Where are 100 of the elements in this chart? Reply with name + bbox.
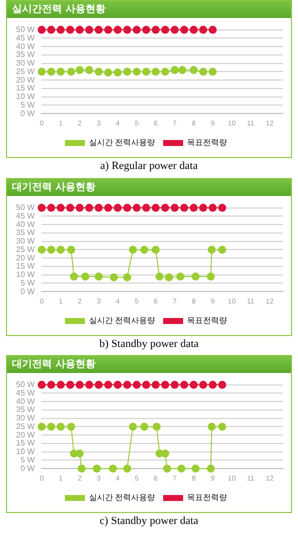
- point: [114, 380, 122, 389]
- point: [92, 464, 101, 473]
- y-tick-label: 25 W: [16, 422, 36, 431]
- point: [123, 68, 132, 76]
- point: [70, 272, 78, 281]
- point: [110, 273, 118, 282]
- point: [190, 380, 198, 389]
- point: [142, 380, 150, 389]
- point: [132, 204, 141, 212]
- y-tick-label: 50 W: [16, 203, 36, 212]
- point: [47, 422, 56, 431]
- point: [161, 204, 170, 212]
- point: [218, 204, 226, 212]
- point: [152, 422, 161, 431]
- point: [192, 464, 200, 473]
- point: [123, 380, 132, 389]
- y-tick-label: 45 W: [16, 33, 36, 42]
- y-tick-label: 20 W: [16, 75, 36, 84]
- point: [47, 380, 56, 389]
- y-tick-label: 30 W: [16, 236, 36, 246]
- point: [180, 380, 188, 389]
- legend-label: 목표전력량: [187, 493, 228, 502]
- legend-label: 실시간 전력사용량: [88, 316, 156, 326]
- point: [78, 464, 86, 473]
- point: [177, 464, 186, 473]
- y-tick-label: 25 W: [16, 244, 36, 254]
- point: [208, 204, 217, 212]
- y-tick-label: 35 W: [16, 228, 36, 238]
- text: b) Standby power data: [98, 337, 200, 352]
- chart-title: 대기전력 사용현황: [7, 179, 291, 196]
- y-tick-label: 0 W: [20, 464, 36, 473]
- point: [190, 66, 198, 74]
- y-tick-label: 0 W: [20, 286, 36, 296]
- point: [56, 26, 65, 34]
- point: [170, 66, 179, 74]
- point: [140, 422, 148, 431]
- point: [176, 272, 184, 281]
- point: [208, 422, 216, 431]
- point: [67, 68, 76, 76]
- y-tick-label: 5 W: [20, 278, 36, 288]
- point: [152, 204, 160, 212]
- point: [170, 204, 179, 212]
- point: [38, 68, 46, 76]
- point: [66, 26, 74, 34]
- point: [108, 464, 117, 473]
- legend-label: 목표전력량: [187, 138, 228, 148]
- y-tick-label: 0 W: [20, 108, 36, 118]
- point: [114, 204, 122, 212]
- point: [128, 422, 137, 431]
- point: [152, 68, 160, 76]
- y-tick-label: 45 W: [16, 388, 36, 398]
- point: [38, 204, 46, 212]
- point: [152, 246, 160, 254]
- point: [178, 66, 186, 74]
- point: [161, 450, 170, 458]
- y-tick-label: 5 W: [20, 455, 36, 464]
- point: [56, 68, 65, 76]
- point: [56, 246, 65, 254]
- point: [94, 68, 103, 76]
- point: [76, 26, 84, 34]
- point: [56, 204, 65, 212]
- point: [170, 380, 179, 389]
- point: [104, 26, 112, 34]
- point: [180, 26, 188, 34]
- point: [114, 26, 122, 34]
- point: [161, 68, 170, 76]
- y-tick-label: 40 W: [16, 220, 36, 229]
- y-tick-label: 30 W: [16, 414, 36, 423]
- point: [132, 26, 141, 34]
- point: [180, 204, 188, 212]
- point: [47, 204, 56, 212]
- y-tick-label: 10 W: [16, 447, 36, 456]
- text: a) Regular power data: [99, 159, 199, 174]
- chart-title: 실시간전력 사용현황: [7, 1, 291, 18]
- point: [170, 26, 179, 34]
- point: [218, 380, 226, 389]
- point: [94, 272, 103, 281]
- point: [38, 246, 46, 254]
- point: [56, 422, 65, 431]
- point: [142, 204, 150, 212]
- y-tick-label: 20 W: [16, 253, 36, 262]
- point: [66, 380, 74, 389]
- point: [199, 26, 208, 34]
- y-tick-label: 5 W: [20, 100, 36, 110]
- y-tick-label: 10 W: [16, 270, 36, 280]
- point: [38, 26, 46, 34]
- point: [123, 464, 132, 473]
- point: [208, 380, 217, 389]
- y-tick-label: 40 W: [16, 396, 36, 406]
- point: [94, 26, 103, 34]
- point: [164, 273, 173, 282]
- point: [123, 26, 132, 34]
- y-tick-label: 35 W: [16, 405, 36, 414]
- point: [67, 246, 76, 254]
- point: [218, 422, 226, 431]
- point: [123, 204, 132, 212]
- y-tick-label: 45 W: [16, 211, 36, 220]
- y-tick-label: 15 W: [16, 438, 36, 448]
- y-tick-label: 25 W: [16, 66, 36, 76]
- point: [199, 204, 208, 212]
